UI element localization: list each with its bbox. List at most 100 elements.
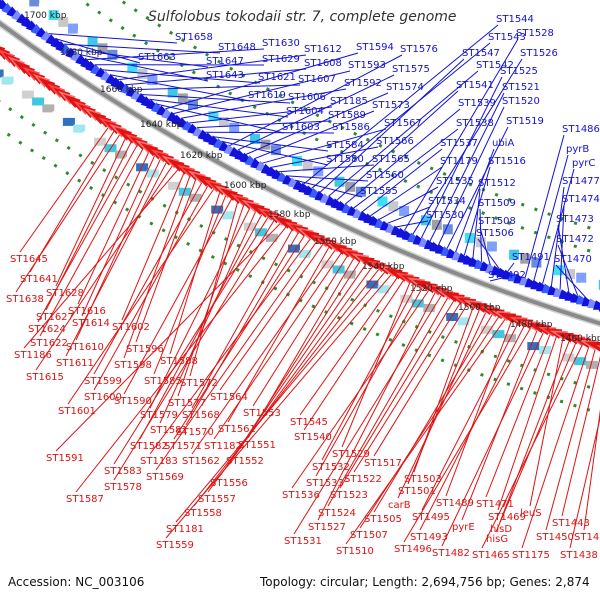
reverse-callout-line bbox=[373, 305, 468, 457]
forward-gene-label: ST1663 bbox=[138, 52, 176, 63]
reverse-callout-line bbox=[207, 266, 373, 493]
reverse-gene-label: hisD bbox=[490, 524, 512, 535]
forward-callout-line bbox=[370, 166, 443, 217]
reverse-callout-line bbox=[397, 312, 487, 499]
reverse-gene-label: ST1559 bbox=[156, 540, 194, 551]
outer-feature-41 bbox=[208, 111, 219, 122]
reverse-callout-line bbox=[407, 309, 480, 485]
kbp-tick-label: 1680 kbp bbox=[60, 48, 103, 58]
reverse-gene-label: leuS bbox=[520, 508, 542, 519]
forward-callout-line bbox=[294, 179, 363, 198]
reverse-gene-label: ST1496 bbox=[394, 544, 432, 555]
reverse-gene-97 bbox=[480, 306, 499, 318]
forward-callout-line bbox=[125, 68, 307, 86]
forward-callout-line bbox=[253, 110, 375, 160]
outer-feature-109 bbox=[576, 272, 587, 283]
inner-feature-77 bbox=[366, 280, 379, 289]
reverse-callout-line bbox=[419, 325, 525, 531]
forward-callout-line bbox=[479, 226, 491, 266]
reverse-gene-116 bbox=[590, 343, 600, 350]
reverse-callout-line bbox=[569, 416, 600, 549]
forward-callout-line bbox=[555, 264, 587, 299]
outer-feature-47 bbox=[239, 128, 250, 139]
reverse-callout-line bbox=[185, 232, 299, 426]
forward-callout-line bbox=[378, 186, 439, 221]
reverse-callout-line bbox=[421, 323, 519, 511]
inner-feature-45 bbox=[189, 193, 202, 202]
reverse-callout-line bbox=[139, 214, 263, 440]
inner-feature-85 bbox=[411, 299, 424, 308]
forward-callout-line bbox=[237, 74, 395, 151]
reverse-gene-label: ST1590 bbox=[114, 396, 152, 407]
reverse-gene-label: ST1615 bbox=[26, 372, 64, 383]
reverse-callout-line bbox=[497, 336, 557, 511]
outer-feature-61 bbox=[313, 166, 324, 177]
inner-feature-107 bbox=[539, 346, 551, 354]
reverse-gene-label: ST1562 bbox=[182, 456, 220, 467]
forward-callout-line bbox=[387, 206, 431, 224]
reverse-callout-line bbox=[149, 238, 311, 455]
reverse-callout-line bbox=[299, 277, 398, 416]
reverse-gene-label: ST1505 bbox=[364, 514, 402, 525]
reverse-gene-label: hisG bbox=[486, 534, 508, 545]
reverse-callout-line bbox=[37, 145, 138, 323]
reverse-gene-label: ST1568 bbox=[182, 410, 220, 421]
outer-feature-5 bbox=[29, 0, 40, 7]
reverse-callout-line bbox=[189, 202, 239, 377]
forward-callout-line bbox=[361, 148, 443, 213]
outer-feature-85 bbox=[442, 224, 453, 235]
outer-feature-59 bbox=[302, 161, 313, 172]
forward-callout-line bbox=[455, 148, 495, 252]
reverse-gene-label: ST1489 bbox=[436, 498, 474, 509]
reverse-callout-line bbox=[235, 261, 361, 455]
outer-feature-111 bbox=[587, 276, 598, 287]
reverse-gene-label: ST1183 bbox=[140, 456, 178, 467]
outer-feature-51 bbox=[260, 139, 271, 150]
forward-gene-label: ST1526 bbox=[520, 48, 558, 59]
reverse-gene-91 bbox=[446, 293, 465, 305]
inner-feature-53 bbox=[233, 217, 245, 226]
reverse-gene-label: ST1638 bbox=[6, 294, 44, 305]
reverse-gene-label: ST1175 bbox=[512, 550, 550, 561]
reverse-callout-line bbox=[327, 297, 449, 507]
outer-feature-17 bbox=[87, 36, 98, 47]
inner-feature-97 bbox=[480, 325, 493, 334]
inner-feature-27 bbox=[94, 137, 106, 146]
forward-gene-label: ST1542 bbox=[476, 60, 514, 71]
reverse-callout-line bbox=[495, 342, 577, 533]
forward-callout-line bbox=[303, 24, 499, 185]
kbp-tick-label: 1500 kbp bbox=[458, 303, 501, 313]
reverse-callout-line bbox=[93, 185, 209, 391]
reverse-gene-label: ST1522 bbox=[344, 474, 382, 485]
inner-feature-89 bbox=[434, 308, 447, 317]
forward-gene-label: ubiA bbox=[492, 138, 514, 149]
reverse-gene-label: ST1598 bbox=[114, 360, 152, 371]
reverse-callout-line bbox=[29, 131, 115, 273]
reverse-gene-89 bbox=[434, 288, 454, 300]
reverse-callout-line bbox=[529, 338, 564, 507]
reverse-gene-label: ST1556 bbox=[210, 478, 248, 489]
forward-gene-label: ST1630 bbox=[262, 38, 300, 49]
inner-feature-7 bbox=[0, 69, 4, 78]
reverse-callout-line bbox=[149, 208, 251, 409]
inner-feature-61 bbox=[277, 239, 289, 248]
outer-feature-77 bbox=[399, 206, 410, 216]
reverse-gene-label: ST1443 bbox=[552, 518, 590, 529]
reverse-callout-line bbox=[303, 280, 404, 431]
outer-feature-95 bbox=[498, 245, 508, 256]
forward-gene-label: ST1530 bbox=[426, 210, 464, 221]
inner-feature-95 bbox=[469, 321, 482, 330]
inner-feature-17 bbox=[42, 104, 55, 113]
inner-feature-23 bbox=[73, 124, 86, 133]
forward-callout-line bbox=[472, 188, 481, 259]
reverse-callout-line bbox=[35, 165, 173, 371]
reverse-callout-line bbox=[339, 300, 455, 489]
forward-gene-label: ST1519 bbox=[506, 116, 544, 127]
reverse-gene-label: ST1536 bbox=[282, 490, 320, 501]
forward-callout-line bbox=[56, 38, 141, 64]
inner-feature-9 bbox=[1, 76, 14, 85]
forward-gene-114 bbox=[593, 300, 600, 310]
forward-gene-label: ST1473 bbox=[556, 214, 594, 225]
outer-feature-23 bbox=[117, 56, 128, 67]
